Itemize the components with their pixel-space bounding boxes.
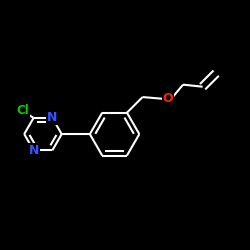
Text: Cl: Cl — [16, 104, 29, 117]
Text: N: N — [47, 112, 58, 124]
Text: O: O — [163, 92, 173, 106]
Text: N: N — [28, 144, 39, 157]
